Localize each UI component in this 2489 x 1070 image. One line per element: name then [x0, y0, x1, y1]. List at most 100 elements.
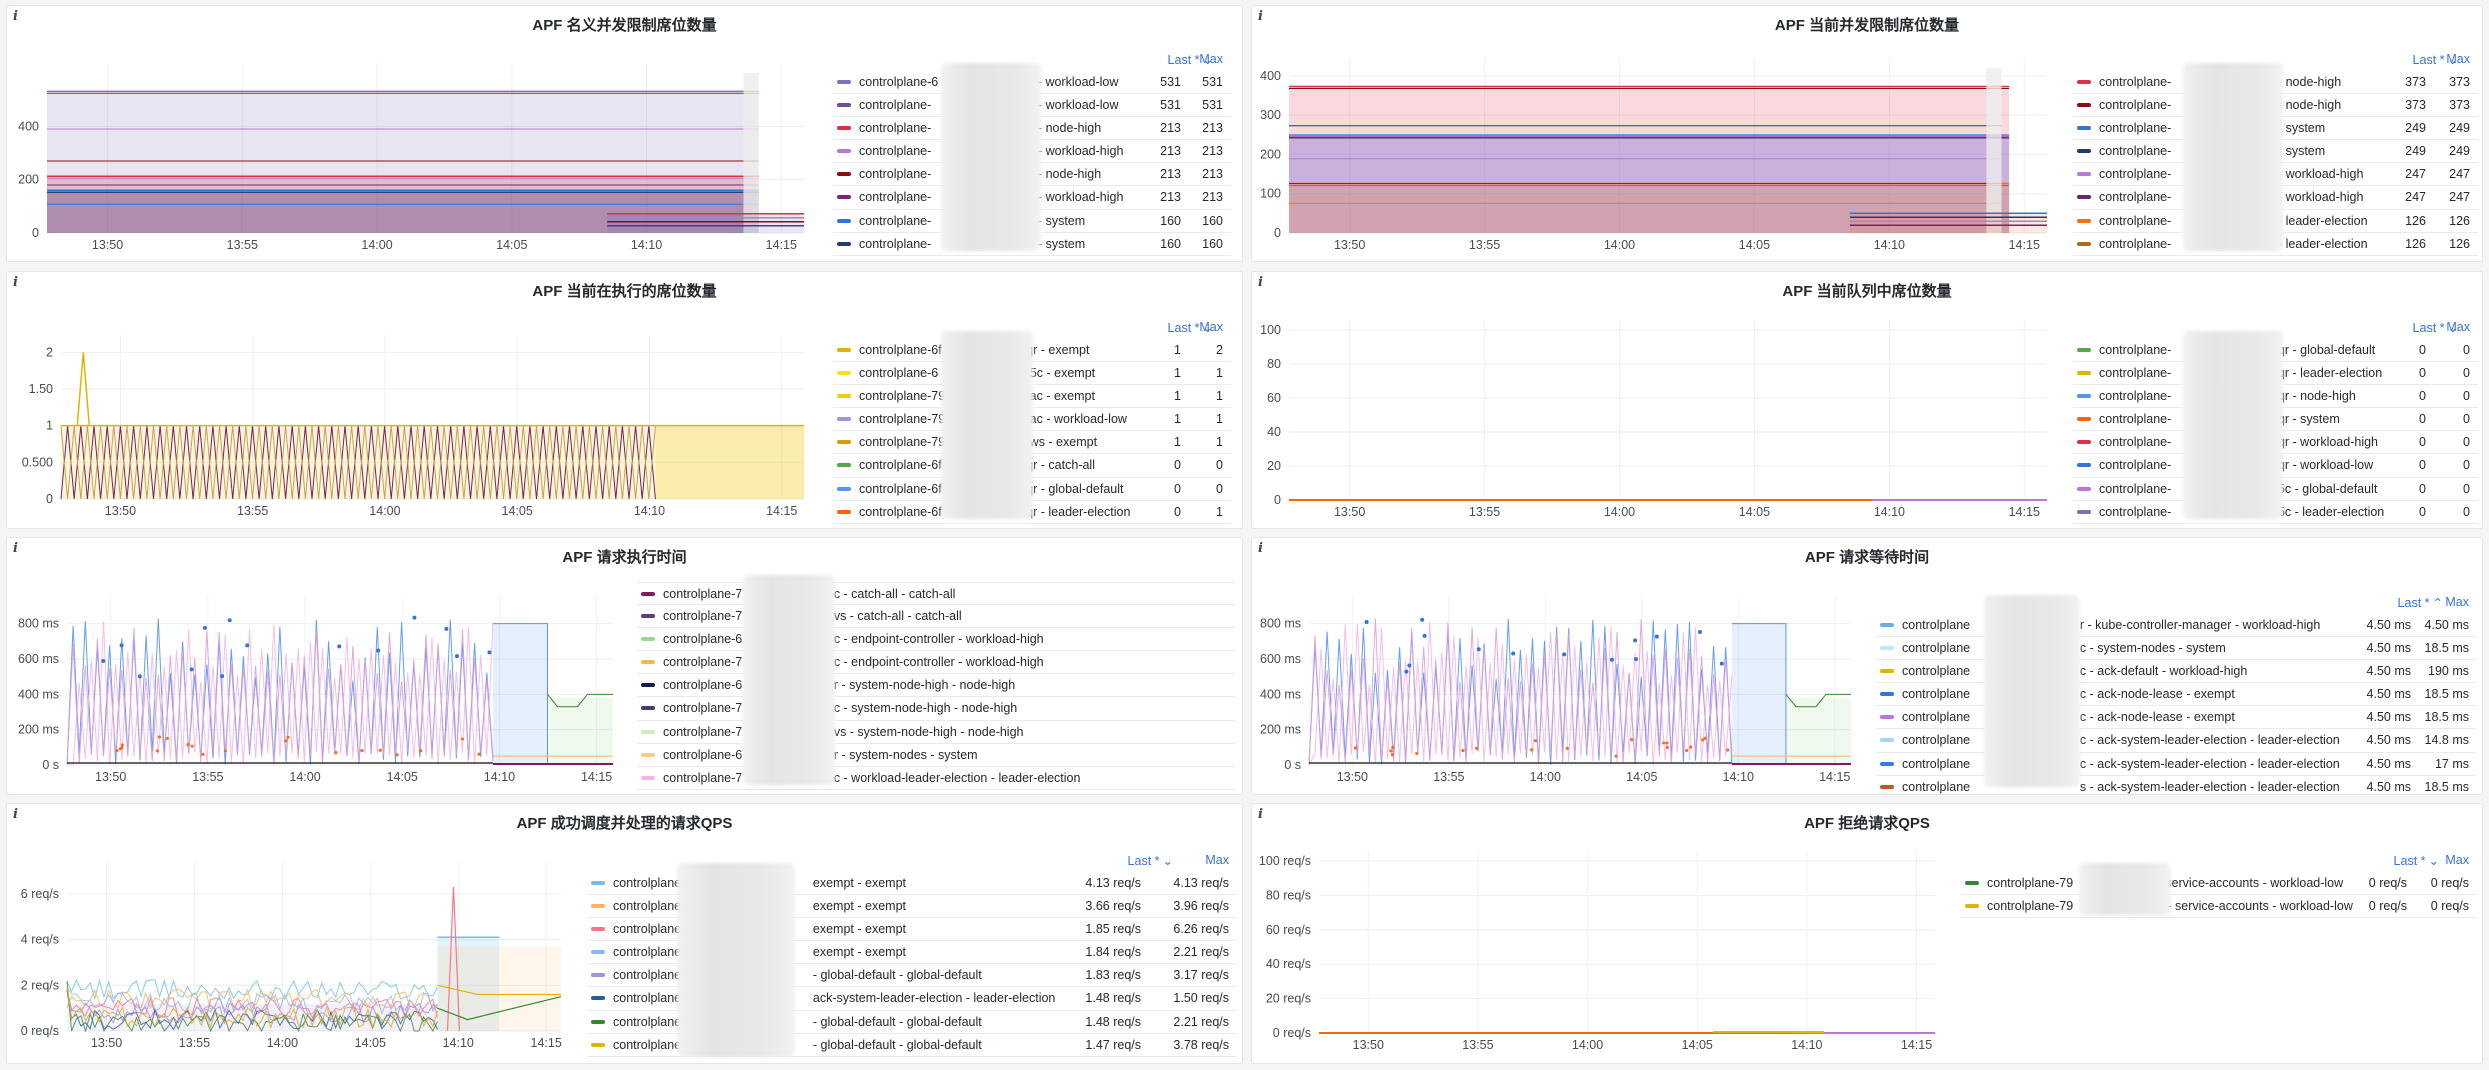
legend-item[interactable]: controlplane- - system 160 160	[833, 233, 1231, 256]
legend-item[interactable]: controlplane c - system-nodes - system 4.5…	[1876, 637, 2476, 661]
legend-sort-last[interactable]: Last * ⌄	[1071, 853, 1173, 868]
legend-item[interactable]: controlplane- - workload-low 531 531	[833, 94, 1231, 118]
legend-item[interactable]: controlplane-7 c - catch-all - catch-all	[637, 582, 1235, 606]
legend-header: Last * ⌄ Max	[1961, 850, 2477, 872]
legend-item[interactable]: controlplane-7 c - system-node-high - nod…	[637, 697, 1235, 721]
legend-sort-last[interactable]: Last * ⌄	[2386, 52, 2458, 67]
series-area	[547, 697, 613, 765]
legend-series-name: controlplane- - node-high	[2099, 75, 2341, 89]
legend-item[interactable]: controlplane-7 vs - system-node-high - no…	[637, 721, 1235, 744]
series-point	[1654, 634, 1659, 639]
legend-item[interactable]: controlplane-6 r - system-nodes - system	[637, 744, 1235, 767]
legend-item[interactable]: controlplane-6 r - system-node-high - nod…	[637, 674, 1235, 698]
legend-item[interactable]: controlplane-6 c - endpoint-controller - …	[637, 628, 1235, 652]
legend-sort-max[interactable]: Max	[2445, 853, 2469, 867]
series-suffix: - system	[1037, 236, 1086, 251]
legend-item[interactable]: controlplane exempt - exempt 1.84 req/s 2.2…	[587, 941, 1237, 965]
series-host: controlplane-	[2099, 121, 2172, 136]
legend-item[interactable]: controlplane-7 c - workload-leader-electi…	[637, 767, 1235, 790]
legend-item[interactable]: controlplane-79 - service-accounts - work…	[1961, 872, 2477, 896]
legend-item[interactable]: controlplane- - workload-high 247 247	[2073, 186, 2478, 210]
legend-max-value: 160	[1202, 236, 1223, 251]
info-icon[interactable]: i	[1258, 275, 1263, 290]
legend-last-label: Last *	[2397, 596, 2430, 610]
x-tick-label: 14:10	[631, 238, 662, 252]
legend-max-value: 213	[1202, 144, 1223, 159]
info-icon[interactable]: i	[1258, 541, 1263, 556]
info-icon[interactable]: i	[13, 807, 18, 822]
series-color-swatch	[591, 1019, 605, 1024]
info-icon[interactable]: i	[1258, 807, 1263, 822]
y-tick-label: 60 req/s	[1266, 923, 1311, 937]
legend-sort-last[interactable]: Last * ⌃	[2355, 595, 2443, 610]
legend-item[interactable]: controlplane exempt - exempt 4.13 req/s 4.1…	[587, 872, 1237, 896]
panel-title: APF 请求等待时间	[1804, 549, 1930, 566]
info-icon[interactable]: i	[13, 541, 18, 556]
legend-item[interactable]: controlplane-6f qr - leader-election 0 1	[833, 501, 1231, 524]
legend-sort-max[interactable]: Max	[1199, 52, 1223, 66]
legend-item[interactable]: controlplane- - leader-election 126 126	[2073, 233, 2478, 256]
series-suffix: vs - system-node-high - node-high	[833, 724, 1024, 739]
legend-item[interactable]: controlplane c - ack-system-leader-electi…	[1876, 753, 2476, 776]
series-color-swatch	[1965, 904, 1979, 909]
legend-item[interactable]: controlplane - global-default - global-de…	[587, 964, 1237, 988]
series-line	[547, 693, 613, 708]
legend-sort-max[interactable]: Max	[1205, 853, 1229, 867]
legend-last-value: 4.50 ms	[2366, 664, 2411, 679]
series-color-swatch	[1880, 692, 1894, 697]
legend: Last * ⌄ Max controlplane exempt - exempt 4.1…	[587, 850, 1237, 1057]
legend-sort-last[interactable]: Last * ⌄	[2386, 320, 2458, 335]
x-tick-label: 13:55	[1462, 1038, 1493, 1052]
legend-item[interactable]: controlplane ack-system-leader-election -…	[587, 987, 1237, 1011]
legend-last-value: 249	[2405, 144, 2426, 159]
legend-item[interactable]: controlplane- 5c - leader-election 0 0	[2073, 501, 2478, 524]
legend-series-name: controlplane-6 5c - exempt	[859, 366, 1095, 380]
legend-max-value: 6.26 req/s	[1173, 922, 1229, 937]
legend-item[interactable]: controlplane c - ack-node-lease - exempt 4…	[1876, 706, 2476, 730]
legend-sort-max[interactable]: Max	[1199, 320, 1223, 334]
info-icon[interactable]: i	[13, 275, 18, 290]
legend-item[interactable]: controlplane-79 s - service-accounts - wo…	[1961, 895, 2477, 919]
legend-max-value: 1	[1216, 435, 1223, 450]
legend-last-value: 0	[2419, 458, 2426, 473]
legend-item[interactable]: controlplane s - ack-system-leader-electi…	[1876, 776, 2476, 794]
legend-item[interactable]: controlplane exempt - exempt 3.66 req/s 3.9…	[587, 895, 1237, 919]
legend-max-value: 0	[2463, 435, 2470, 450]
series-host: controlplane	[1902, 641, 1971, 656]
series-suffix: - workload-low	[1037, 75, 1119, 89]
series-color-swatch	[2077, 348, 2091, 352]
x-tick-label: 13:55	[1433, 770, 1464, 784]
legend-sort-max[interactable]: Max	[2445, 595, 2469, 609]
legend-item[interactable]: controlplane-7 vs - catch-all - catch-all	[637, 605, 1235, 629]
series-color-swatch	[837, 463, 851, 468]
series-point	[1390, 753, 1394, 757]
info-icon[interactable]: i	[1258, 9, 1263, 24]
legend-item[interactable]: controlplane c - ack-node-lease - exempt 4…	[1876, 683, 2476, 707]
x-tick-label: 13:50	[1334, 238, 1365, 252]
legend-item[interactable]: controlplane exempt - exempt 1.85 req/s 6.2…	[587, 918, 1237, 942]
series-color-swatch	[837, 509, 851, 514]
series-suffix: c - system-node-high - node-high	[833, 701, 1018, 716]
legend-last-value: 0	[1174, 481, 1181, 496]
legend-sort-max[interactable]: Max	[2446, 52, 2470, 66]
series-host: controlplane-	[859, 98, 932, 113]
legend-item[interactable]: controlplane-7 c - endpoint-controller - …	[637, 651, 1235, 675]
legend-sort-last[interactable]: Last * ⌄	[1141, 52, 1213, 67]
legend-sort-max[interactable]: Max	[2446, 320, 2470, 334]
legend-item[interactable]: controlplane - global-default - global-de…	[587, 1034, 1237, 1057]
legend-item[interactable]: controlplane c - ack-system-leader-electi…	[1876, 729, 2476, 753]
legend-item[interactable]: controlplane- - workload-high 247 247	[2073, 163, 2478, 187]
legend-sort-last[interactable]: Last * ⌄	[2343, 853, 2439, 868]
legend-item[interactable]: controlplane - global-default - global-de…	[587, 1011, 1237, 1034]
legend-series-name: controlplane-79 ac - exempt	[859, 389, 1095, 403]
legend-max-value: 190 ms	[2428, 664, 2469, 679]
x-tick-label: 13:55	[179, 1036, 210, 1050]
series-line	[1785, 693, 1851, 708]
legend-item[interactable]: controlplane r - kube-controller-manager …	[1876, 614, 2476, 638]
series-color-swatch	[2077, 80, 2091, 84]
info-icon[interactable]: i	[13, 9, 18, 24]
legend-item[interactable]: controlplane c - ack-default - workload-h…	[1876, 660, 2476, 684]
legend-sort-last[interactable]: Last * ⌄	[1141, 320, 1213, 335]
series-color-swatch	[591, 904, 605, 909]
legend-max-value: 18.5 ms	[2424, 641, 2469, 656]
